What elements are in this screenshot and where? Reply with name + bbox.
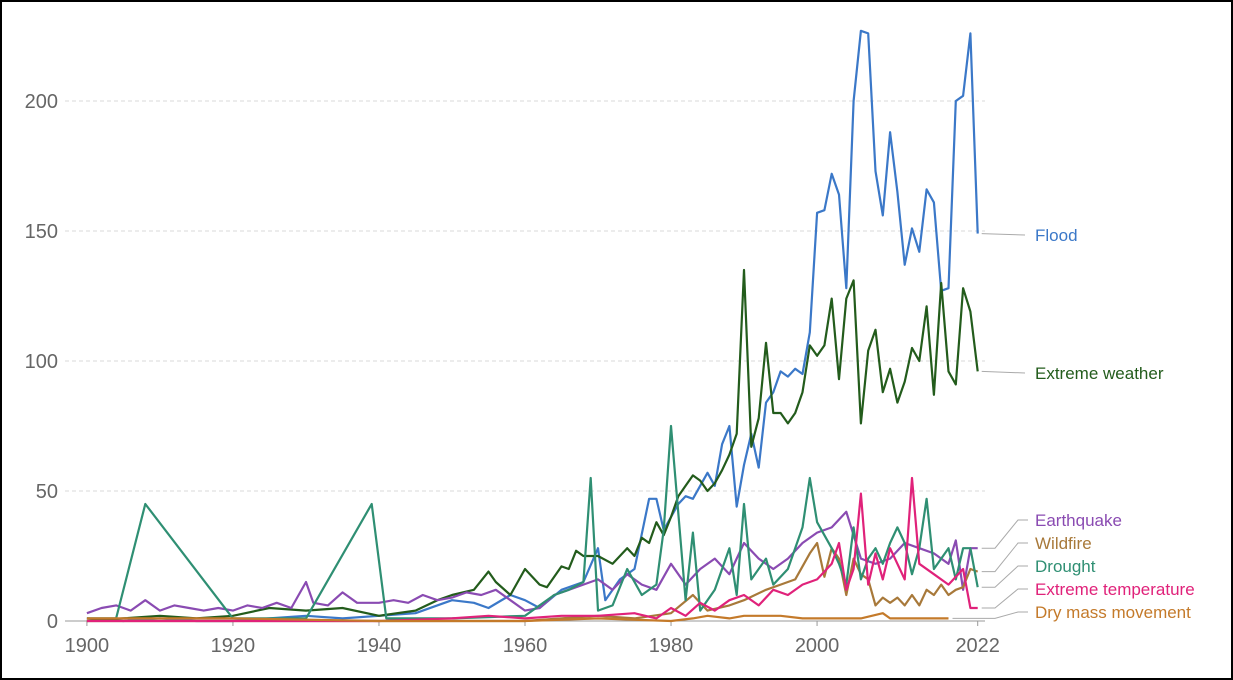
x-tick-label: 1940 <box>357 635 402 657</box>
label-connector <box>981 588 1028 609</box>
series-lines <box>86 29 979 623</box>
series-labels: Flood Extreme weather Earthquake Wildfire Dr… <box>952 226 1195 622</box>
x-tick-label: 1980 <box>649 635 694 657</box>
series-line-earthquake <box>86 510 978 615</box>
y-axis-tick-labels: 0 50 100 150 200 <box>25 91 58 633</box>
series-label-extreme-weather: Extreme weather <box>1035 364 1164 383</box>
x-tick-label: 1920 <box>211 635 256 657</box>
series-label-drought: Drought <box>1035 557 1096 576</box>
label-connector <box>981 519 1028 549</box>
series-line-extreme-temperature <box>86 476 978 623</box>
y-tick-label: 200 <box>25 91 58 113</box>
series-label-wildfire: Wildfire <box>1035 534 1092 553</box>
label-connector <box>981 370 1026 374</box>
y-tick-label: 50 <box>36 481 58 503</box>
y-tick-label: 0 <box>47 611 58 633</box>
series-line-flood <box>86 29 979 623</box>
series-line-drought <box>86 424 979 620</box>
series-label-extreme-temperature: Extreme temperature <box>1035 580 1195 599</box>
series-line-extreme-weather <box>86 268 979 623</box>
series-label-flood: Flood <box>1035 226 1078 245</box>
x-tick-label: 2000 <box>795 635 840 657</box>
series-label-earthquake: Earthquake <box>1035 511 1122 530</box>
gridlines <box>65 100 985 622</box>
label-connector <box>981 565 1028 588</box>
x-tick-label: 1900 <box>65 635 110 657</box>
x-tick-label: 2022 <box>955 635 1000 657</box>
x-tick-label: 1960 <box>503 635 548 657</box>
y-tick-label: 100 <box>25 351 58 373</box>
x-axis-tick-labels: 1900 1920 1940 1960 1980 2000 2022 <box>65 621 1000 657</box>
series-label-dry-mass-movement: Dry mass movement <box>1035 603 1191 622</box>
label-connector <box>981 233 1026 236</box>
series-line-dry-mass-movement <box>86 612 949 623</box>
label-connector <box>952 611 1028 619</box>
y-tick-label: 150 <box>25 221 58 243</box>
label-connector <box>981 542 1028 573</box>
